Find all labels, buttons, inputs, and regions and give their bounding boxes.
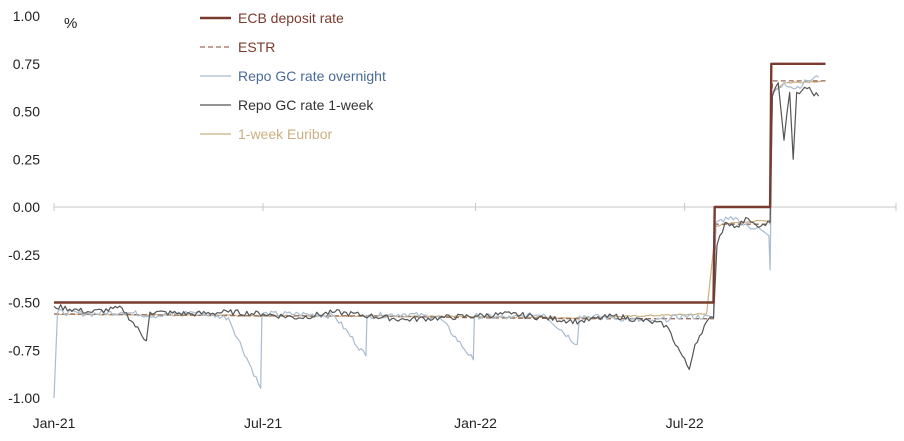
x-tick-label: Jan-21	[33, 415, 76, 431]
y-tick-label: 0.00	[13, 199, 40, 215]
series-line-4	[54, 80, 826, 319]
y-tick-label: 1.00	[13, 8, 40, 24]
y-tick-label: -0.50	[8, 295, 40, 311]
legend-label-1: ESTR	[238, 39, 275, 55]
y-tick-label: -0.25	[8, 247, 40, 263]
series-line-0	[54, 62, 826, 304]
y-axis-ticks: 1.00 0.75 0.50 0.25 0.00 -0.25 -0.50 -0.75 -1.00	[8, 8, 40, 406]
y-axis-unit-label: %	[64, 15, 77, 32]
x-tick-label: Jul-21	[244, 415, 282, 431]
series-line-3	[53, 82, 820, 370]
legend-label-3: Repo GC rate 1-week	[238, 97, 374, 113]
series-line-2	[53, 75, 819, 399]
legend-label-0: ECB deposit rate	[238, 10, 344, 26]
y-tick-label: 0.75	[13, 56, 40, 72]
x-tick-label: Jan-22	[454, 415, 497, 431]
legend: ECB deposit rate ESTR Repo GC rate overnig…	[200, 10, 386, 142]
x-tick-label: Jul-22	[666, 415, 704, 431]
y-tick-label: 0.25	[13, 151, 40, 167]
plot-area	[53, 62, 826, 399]
legend-label-4: 1-week Euribor	[238, 126, 332, 142]
y-tick-label: -0.75	[8, 342, 40, 358]
y-tick-label: 0.50	[13, 104, 40, 120]
y-tick-label: -1.00	[8, 390, 40, 406]
legend-label-2: Repo GC rate overnight	[238, 68, 386, 84]
